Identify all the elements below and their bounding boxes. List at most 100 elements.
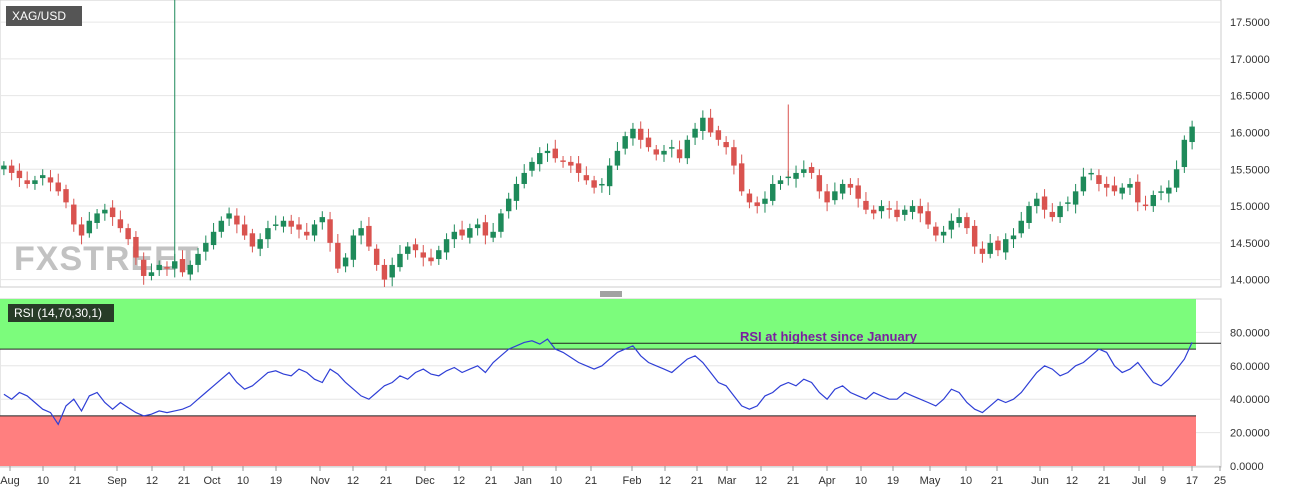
candle-body: [816, 175, 823, 192]
candle-body: [482, 222, 489, 236]
date-tick-label: Jan: [514, 475, 532, 487]
candle-body: [1135, 181, 1141, 203]
candle-body: [459, 229, 465, 236]
candle-body: [661, 150, 667, 155]
candle-body: [917, 206, 924, 214]
candle-body: [630, 128, 636, 139]
candle-body: [700, 117, 706, 131]
price-tick-label: 15.5000: [1230, 164, 1270, 176]
candle-body: [47, 177, 54, 183]
date-axis: Aug 10 21 Sep 12 21 Oct 10 19 Nov 12 21 Dec 12 21 Jan 10…: [0, 466, 1226, 487]
candle-body: [925, 211, 931, 225]
price-tick-label: 14.0000: [1230, 275, 1270, 287]
candle-body: [754, 202, 760, 207]
candle-body: [179, 259, 186, 273]
candle-body: [436, 250, 442, 260]
candle-body: [645, 137, 652, 148]
candle-body: [420, 252, 426, 258]
candle-body: [933, 226, 939, 236]
candle-body: [195, 253, 201, 265]
rsi-tick-label: 60.0000: [1230, 361, 1270, 373]
candle-body: [210, 231, 217, 246]
candle-body: [428, 257, 434, 262]
candle-body: [172, 261, 178, 269]
candle-body: [296, 224, 302, 230]
candle-body: [1166, 187, 1172, 194]
candle-body: [1049, 211, 1056, 218]
date-tick-label: 9: [1160, 475, 1166, 487]
candle-body: [971, 225, 978, 247]
candle-body: [327, 219, 333, 243]
candle-body: [731, 147, 737, 166]
date-tick-label: 12: [659, 475, 671, 487]
candle-body: [109, 207, 116, 218]
candle-body: [909, 206, 916, 212]
rsi-tick-label: 80.0000: [1230, 327, 1270, 339]
candle-body: [746, 193, 753, 203]
candle-body: [762, 198, 768, 204]
candle-body: [606, 165, 613, 187]
candle-body: [583, 175, 590, 181]
candle-body: [71, 204, 77, 225]
candle-body: [78, 224, 85, 236]
candle-body: [1003, 239, 1009, 253]
candle-body: [1018, 220, 1024, 234]
date-tick-label: Nov: [310, 475, 330, 487]
candle-body: [832, 191, 838, 201]
candle-body: [1080, 176, 1087, 192]
candle-body: [863, 200, 869, 210]
candle-body: [785, 176, 791, 179]
panel-resize-handle[interactable]: [600, 291, 622, 297]
candle-body: [203, 242, 209, 252]
candle-body: [684, 139, 691, 159]
date-tick-label: 21: [991, 475, 1003, 487]
candle-body: [474, 224, 481, 229]
candle-body: [272, 224, 279, 226]
candle-series: [1, 0, 1195, 287]
candle-body: [1096, 175, 1102, 184]
candle-body: [1119, 187, 1125, 194]
price-grid: [0, 21, 1221, 281]
candle-body: [94, 213, 100, 223]
candle-body: [1088, 172, 1094, 175]
candle-body: [1189, 126, 1195, 143]
candle-body: [249, 233, 256, 247]
candle-body: [117, 219, 124, 229]
rsi-tick-label: 40.0000: [1230, 394, 1270, 406]
date-tick-label: 10: [960, 475, 972, 487]
candle-body: [412, 244, 419, 251]
candle-body: [1127, 183, 1133, 188]
date-tick-label: 19: [270, 475, 282, 487]
rsi-label: RSI (14,70,30,1): [14, 306, 102, 320]
price-tick-label: 15.0000: [1230, 201, 1270, 213]
candle-body: [1158, 191, 1164, 193]
candle-body: [995, 240, 1001, 251]
candle-body: [770, 183, 776, 201]
overbought-zone: [0, 299, 1196, 350]
candle-body: [164, 267, 170, 269]
candle-body: [156, 264, 162, 271]
candle-body: [847, 183, 854, 188]
date-tick-label: 21: [485, 475, 497, 487]
candle-body: [575, 163, 582, 173]
fxstreet-watermark: FXSTREET: [14, 240, 200, 278]
candle-body: [622, 136, 628, 149]
date-tick-label: Jun: [1031, 475, 1049, 487]
candle-body: [350, 235, 357, 260]
candle-body: [342, 257, 349, 267]
candle-body: [16, 170, 23, 179]
candle-body: [723, 142, 729, 148]
candle-body: [591, 180, 597, 188]
candle-body: [467, 228, 473, 238]
date-tick-label: 10: [855, 475, 867, 487]
candle-body: [1065, 202, 1071, 204]
candle-body: [397, 253, 403, 268]
candle-body: [676, 149, 683, 159]
candle-body: [964, 217, 970, 229]
candle-body: [1057, 206, 1063, 218]
date-tick-label: 21: [1098, 475, 1110, 487]
candle-body: [133, 236, 139, 258]
date-tick-label: 12: [453, 475, 465, 487]
price-tick-label: 16.0000: [1230, 127, 1270, 139]
candle-body: [552, 148, 559, 159]
